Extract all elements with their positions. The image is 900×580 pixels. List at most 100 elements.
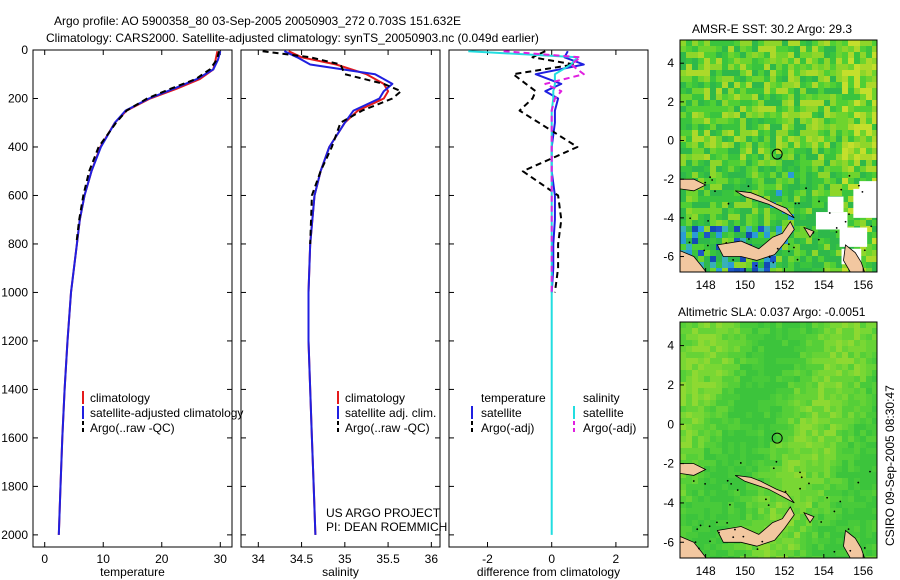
field-cell <box>812 166 818 172</box>
field-cell <box>854 508 860 514</box>
field-cell <box>854 388 860 394</box>
field-cell <box>734 94 740 100</box>
field-cell <box>764 148 770 154</box>
field-cell <box>842 460 848 466</box>
field-cell <box>764 520 770 526</box>
field-cell <box>782 454 788 460</box>
field-cell <box>806 496 812 502</box>
field-cell <box>806 406 812 412</box>
field-cell <box>830 514 836 520</box>
field-cell <box>842 76 848 82</box>
field-cell <box>788 262 794 268</box>
field-cell <box>860 484 866 490</box>
field-cell <box>722 454 728 460</box>
field-cell <box>758 190 764 196</box>
field-cell <box>824 454 830 460</box>
field-cell <box>836 412 842 418</box>
field-cell <box>854 76 860 82</box>
field-cell <box>758 520 764 526</box>
field-cell <box>824 382 830 388</box>
field-cell <box>782 262 788 268</box>
field-cell <box>704 166 710 172</box>
field-cell <box>818 370 824 376</box>
field-cell <box>770 268 776 272</box>
field-cell <box>680 520 686 526</box>
field-cell <box>734 202 740 208</box>
field-cell <box>758 430 764 436</box>
field-cell <box>824 556 830 558</box>
field-cell <box>776 88 782 94</box>
field-cell <box>728 472 734 478</box>
map-x-tick-label: 156 <box>853 278 873 292</box>
field-cell <box>746 88 752 94</box>
field-cell <box>716 346 722 352</box>
field-cell <box>740 382 746 388</box>
field-cell <box>692 70 698 76</box>
field-cell <box>770 472 776 478</box>
field-cell <box>812 220 818 226</box>
field-cell <box>854 484 860 490</box>
reef-dot <box>863 547 866 549</box>
field-cell <box>842 406 848 412</box>
field-cell <box>860 520 866 526</box>
field-cell <box>698 532 704 538</box>
field-cell <box>686 514 692 520</box>
field-cell <box>818 556 824 558</box>
missing-data-patch <box>859 181 877 195</box>
field-cell <box>812 40 818 46</box>
field-cell <box>788 352 794 358</box>
series-line-argo-raw-qc <box>262 50 403 245</box>
field-cell <box>860 460 866 466</box>
field-cell <box>740 94 746 100</box>
field-cell <box>806 70 812 76</box>
field-cell <box>860 124 866 130</box>
field-cell <box>704 328 710 334</box>
field-cell <box>788 142 794 148</box>
field-cell <box>782 118 788 124</box>
field-cell <box>788 538 794 544</box>
field-cell <box>812 154 818 160</box>
field-cell <box>782 70 788 76</box>
field-cell <box>698 88 704 94</box>
field-cell <box>692 52 698 58</box>
field-cell <box>782 532 788 538</box>
field-cell <box>782 202 788 208</box>
field-cell <box>800 394 806 400</box>
field-cell <box>710 442 716 448</box>
field-cell <box>734 136 740 142</box>
field-cell <box>734 160 740 166</box>
series-line-temperature-argo-adj <box>512 50 579 293</box>
reef-dot <box>736 489 739 491</box>
field-cell <box>872 100 877 106</box>
field-cell <box>806 424 812 430</box>
field-cell <box>734 190 740 196</box>
field-cell <box>758 490 764 496</box>
field-cell <box>794 460 800 466</box>
field-cell <box>710 400 716 406</box>
field-cell <box>692 118 698 124</box>
field-cell <box>758 502 764 508</box>
field-cell <box>764 88 770 94</box>
field-cell <box>680 490 686 496</box>
field-cell <box>722 424 728 430</box>
field-cell <box>704 466 710 472</box>
field-cell <box>680 436 686 442</box>
field-cell <box>872 460 877 466</box>
field-cell <box>824 262 830 268</box>
field-cell <box>734 82 740 88</box>
field-cell <box>752 184 758 190</box>
field-cell <box>860 46 866 52</box>
field-cell <box>704 238 710 244</box>
field-cell <box>872 220 877 226</box>
field-cell <box>752 94 758 100</box>
field-cell <box>818 376 824 382</box>
field-cell <box>860 250 866 256</box>
field-cell <box>848 418 854 424</box>
field-cell <box>680 214 686 220</box>
field-cell <box>794 196 800 202</box>
field-cell <box>836 496 842 502</box>
field-cell <box>836 244 842 250</box>
field-cell <box>722 370 728 376</box>
field-cell <box>860 178 866 184</box>
field-cell <box>812 172 818 178</box>
